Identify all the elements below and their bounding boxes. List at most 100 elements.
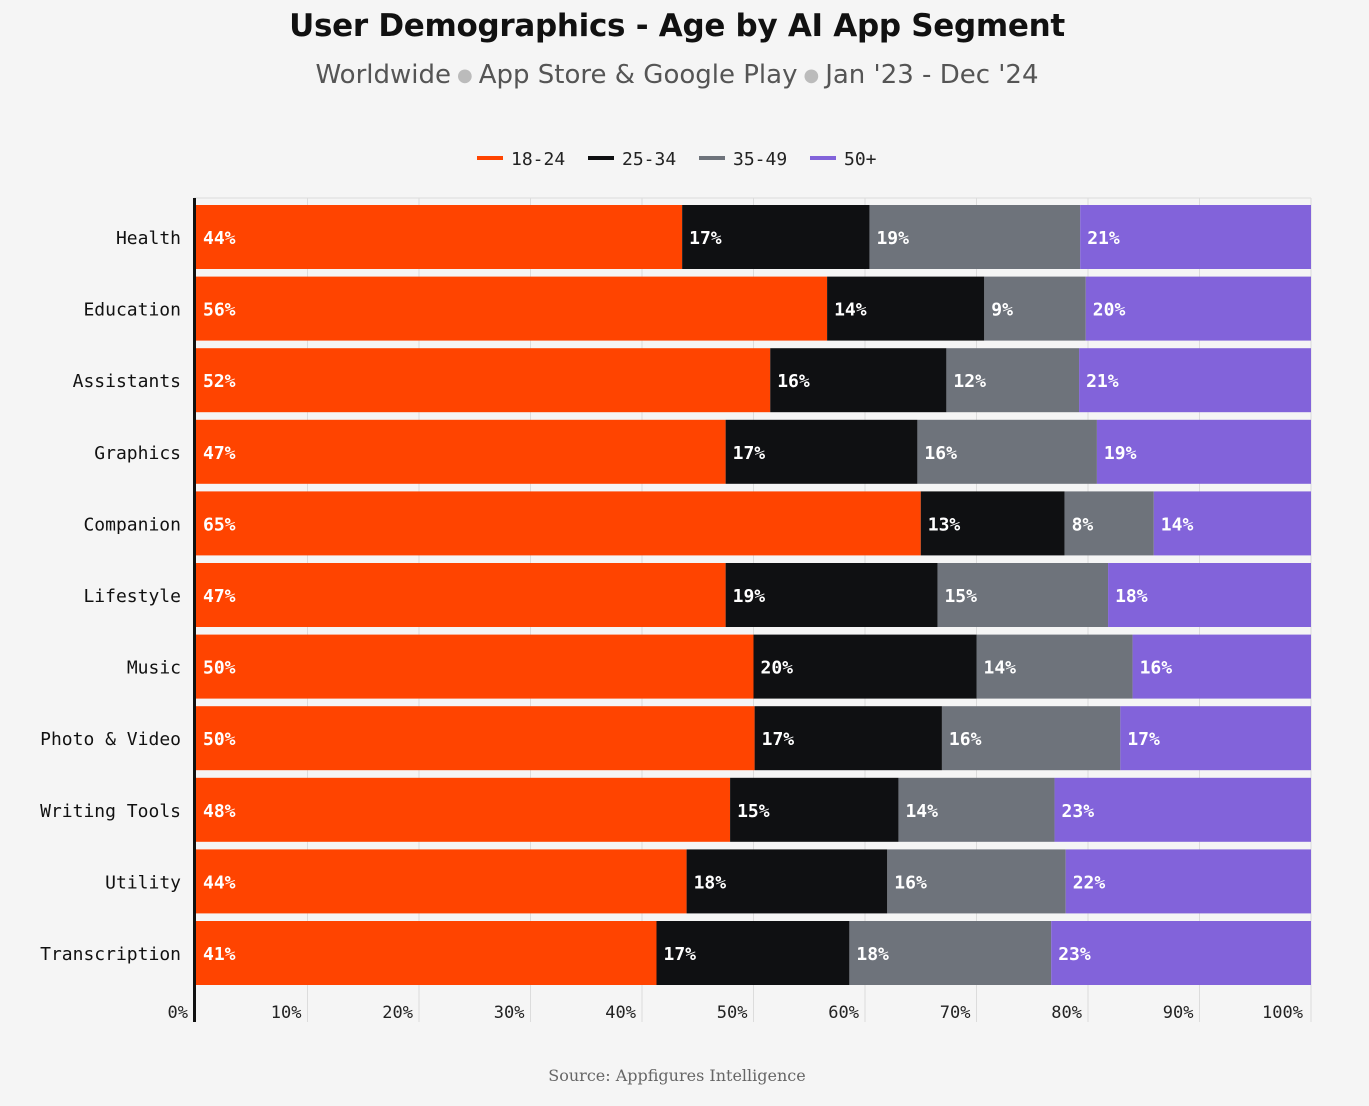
bar-segment [869, 205, 1081, 269]
bar-value-label: 44% [203, 872, 236, 893]
legend-label: 50+ [844, 149, 877, 170]
bar-value-label: 20% [1093, 300, 1126, 321]
bar-value-label: 44% [203, 228, 236, 249]
bar-segment [937, 563, 1109, 627]
category-label: Music [127, 658, 181, 679]
bar-segment [725, 563, 938, 627]
bar-value-label: 18% [694, 872, 727, 893]
bar-segment [1085, 276, 1311, 341]
bar-value-label: 22% [1073, 872, 1106, 893]
bar-segment [196, 205, 683, 269]
x-tick-label: 20% [382, 1003, 413, 1023]
chart-subtitle: Worldwide ● App Store & Google Play ● Jan '2… [0, 60, 1354, 90]
bar-value-label: 14% [834, 300, 867, 321]
bar-segment [1054, 777, 1311, 842]
bar-value-label: 23% [1058, 944, 1091, 965]
bar-value-label: 56% [203, 300, 236, 321]
bar-segment [920, 491, 1065, 556]
bar-segment [849, 921, 1052, 985]
category-label: Transcription [40, 944, 181, 965]
bar-value-label: 50% [203, 658, 236, 679]
bar-segment [754, 706, 942, 771]
bar-segment [196, 849, 687, 914]
bar-segment [196, 563, 726, 627]
bar-segment [1096, 419, 1311, 484]
bar-value-label: 41% [203, 944, 236, 965]
bar-segment [898, 777, 1055, 842]
bar-value-label: 8% [1072, 514, 1094, 535]
category-label: Lifestyle [83, 586, 181, 607]
bar-segment [196, 777, 731, 842]
category-label: Graphics [94, 443, 181, 464]
bar-value-label: 17% [663, 944, 696, 965]
bar-value-label: 23% [1062, 801, 1095, 822]
bar-value-label: 12% [953, 371, 986, 392]
x-tick-label: 90% [1163, 1003, 1194, 1023]
bar-value-label: 16% [777, 371, 810, 392]
bar-value-label: 21% [1087, 228, 1120, 249]
bar-segment [686, 849, 888, 914]
category-label: Utility [105, 872, 181, 893]
bar-segment [984, 276, 1086, 341]
legend-label: 35-49 [733, 149, 787, 170]
bar-value-label: 15% [944, 586, 977, 607]
bar-segment [753, 634, 977, 699]
bar-segment [946, 348, 1080, 413]
bar-segment [196, 419, 726, 484]
legend-label: 25-34 [622, 149, 676, 170]
bar-value-label: 18% [856, 944, 889, 965]
bar-value-label: 19% [876, 228, 909, 249]
bar-value-label: 9% [991, 300, 1013, 321]
x-tick-label: 100% [1262, 1003, 1303, 1023]
bar-segment [1132, 634, 1311, 699]
x-tick-label: 30% [494, 1003, 525, 1023]
bar-segment [770, 348, 947, 413]
bar-value-label: 17% [1127, 729, 1160, 750]
bar-segment [656, 921, 850, 985]
bar-segment [1079, 348, 1311, 413]
legend-swatch [810, 156, 836, 160]
bar-value-label: 47% [203, 443, 236, 464]
bar-value-label: 19% [1104, 443, 1137, 464]
bar-segment [827, 276, 985, 341]
x-tick-label: 70% [940, 1003, 971, 1023]
bar-value-label: 14% [1161, 514, 1194, 535]
bar-value-label: 17% [689, 228, 722, 249]
bar-value-label: 47% [203, 586, 236, 607]
bar-value-label: 14% [984, 658, 1017, 679]
bar-segment [887, 849, 1066, 914]
x-tick-label: 50% [717, 1003, 748, 1023]
chart-title: User Demographics - Age by AI App Segmen… [289, 8, 1065, 44]
bar-value-label: 17% [762, 729, 795, 750]
category-label: Assistants [73, 371, 181, 392]
category-label: Education [83, 300, 181, 321]
subtitle-separator: ● [803, 65, 820, 86]
bar-segment [730, 777, 899, 842]
bar-value-label: 16% [1140, 658, 1173, 679]
x-tick-label: 10% [271, 1003, 302, 1023]
category-label: Photo & Video [40, 729, 181, 750]
bar-segment [725, 419, 918, 484]
bar-segment [682, 205, 870, 269]
bar-value-label: 17% [733, 443, 766, 464]
bar-segment [196, 348, 771, 413]
bar-value-label: 21% [1086, 371, 1119, 392]
bar-segment [1064, 491, 1154, 556]
bar-value-label: 16% [894, 872, 927, 893]
category-label: Writing Tools [40, 801, 181, 822]
legend-label: 18-24 [511, 149, 565, 170]
bar-segment [976, 634, 1133, 699]
subtitle-region: Worldwide [315, 60, 452, 90]
source-note: Source: Appfigures Intelligence [548, 1066, 806, 1085]
bar-value-label: 14% [905, 801, 938, 822]
bar-segment [941, 706, 1121, 771]
bar-value-label: 16% [949, 729, 982, 750]
bar-value-label: 18% [1115, 586, 1148, 607]
bar-value-label: 65% [203, 514, 236, 535]
bar-segment [196, 276, 828, 341]
bar-value-label: 16% [924, 443, 957, 464]
subtitle-separator: ● [457, 65, 473, 86]
bar-value-label: 52% [203, 371, 236, 392]
x-tick-label: 60% [828, 1003, 859, 1023]
